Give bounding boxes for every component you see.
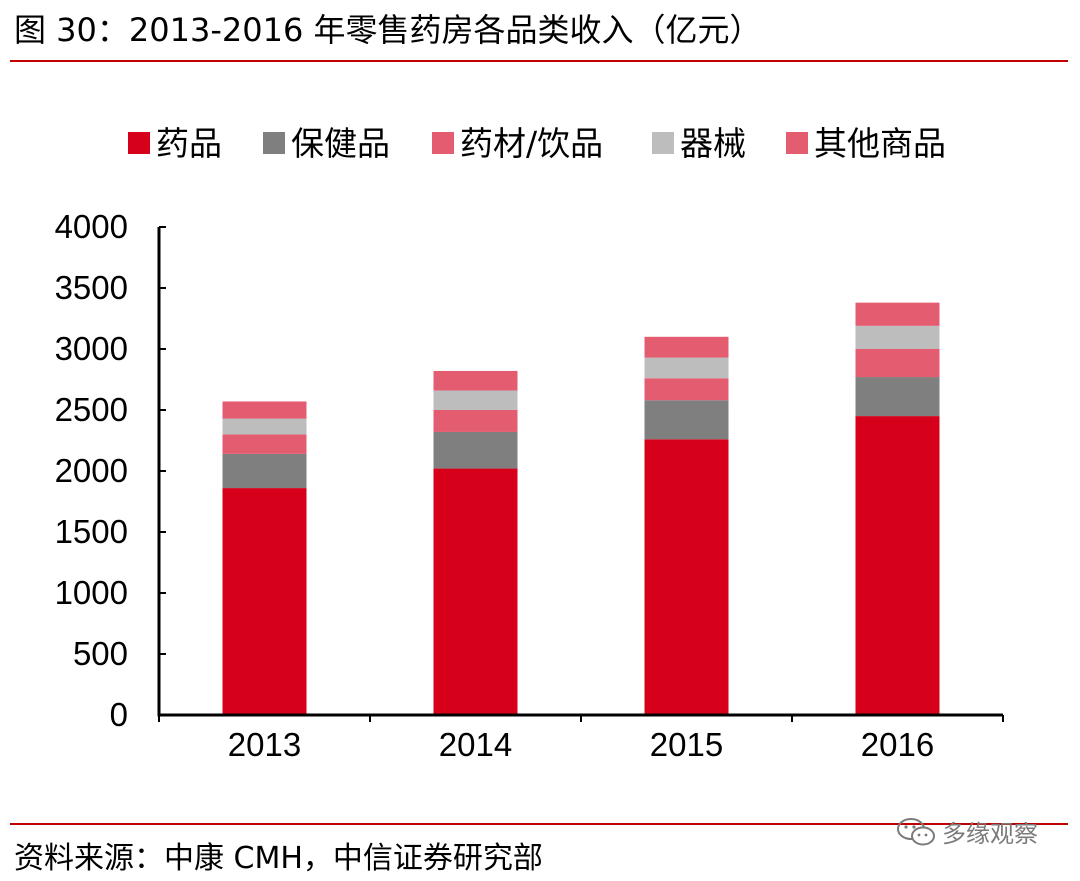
bar-2014-series-4: [433, 390, 518, 410]
y-tick-label-1500: 1500: [55, 513, 128, 550]
bar-2016-series-1: [855, 416, 940, 715]
legend-swatch-1: [128, 132, 150, 154]
y-tick-label-0: 0: [110, 696, 128, 733]
bar-2015-series-1: [644, 439, 729, 715]
bar-2016-series-4: [855, 325, 940, 349]
y-tick-label-3000: 3000: [55, 330, 128, 367]
watermark-text: 多缘观察: [942, 820, 1038, 848]
bar-2015-series-3: [644, 378, 729, 401]
legend-label-4: 器械: [680, 124, 746, 163]
bar-2013-series-5: [222, 401, 307, 419]
x-tick-label-2014: 2014: [439, 726, 512, 763]
x-tick-label-2013: 2013: [228, 726, 301, 763]
legend-swatch-3: [432, 132, 454, 154]
y-tick-label-1000: 1000: [55, 574, 128, 611]
y-tick-label-500: 500: [73, 635, 128, 672]
figure-title: 图 30：2013-2016 年零售药房各品类收入（亿元）: [14, 11, 762, 49]
legend-label-2: 保健品: [291, 124, 390, 163]
bar-2014-series-2: [433, 431, 518, 469]
bar-2016-series-3: [855, 349, 940, 378]
bar-2013-series-1: [222, 488, 307, 715]
legend: 药品 保健品 药材/饮品 器械 其他商品: [128, 124, 946, 163]
legend-label-1: 药品: [156, 124, 222, 163]
legend-swatch-2: [263, 132, 285, 154]
x-tick-label-2016: 2016: [861, 726, 934, 763]
y-tick-label-4000: 4000: [55, 208, 128, 245]
legend-swatch-4: [652, 132, 674, 154]
legend-label-3: 药材/饮品: [460, 124, 603, 163]
bar-2014-series-3: [433, 410, 518, 432]
chat-bubble-icon: [897, 817, 935, 845]
axes: 0 500 1000 1500 2000 2500 3000 3500 4000 2013 2014…: [55, 208, 1004, 763]
bars: [222, 302, 940, 715]
bar-2013-series-3: [222, 434, 307, 454]
bar-2014-series-5: [433, 370, 518, 391]
bar-2016-series-5: [855, 302, 940, 326]
bar-2013-series-4: [222, 418, 307, 435]
bar-2013-series-2: [222, 453, 307, 489]
legend-label-5: 其他商品: [814, 124, 946, 163]
legend-swatch-5: [786, 132, 808, 154]
bottom-rule: [10, 823, 1068, 825]
y-tick-label-2500: 2500: [55, 391, 128, 428]
stacked-bar-chart: 药品 保健品 药材/饮品 器械 其他商品 0 500 1000 1500 2000 2500 300…: [55, 124, 1004, 763]
bar-2015-series-4: [644, 357, 729, 379]
bar-2016-series-2: [855, 377, 940, 417]
top-rule: [10, 60, 1068, 62]
bar-2015-series-2: [644, 400, 729, 440]
x-tick-label-2015: 2015: [650, 726, 723, 763]
bar-2015-series-5: [644, 336, 729, 358]
source-note: 资料来源：中康 CMH，中信证券研究部: [14, 841, 543, 876]
watermark: 多缘观察: [896, 814, 1038, 849]
bar-2014-series-1: [433, 468, 518, 715]
y-tick-label-2000: 2000: [55, 452, 128, 489]
y-tick-label-3500: 3500: [55, 269, 128, 306]
